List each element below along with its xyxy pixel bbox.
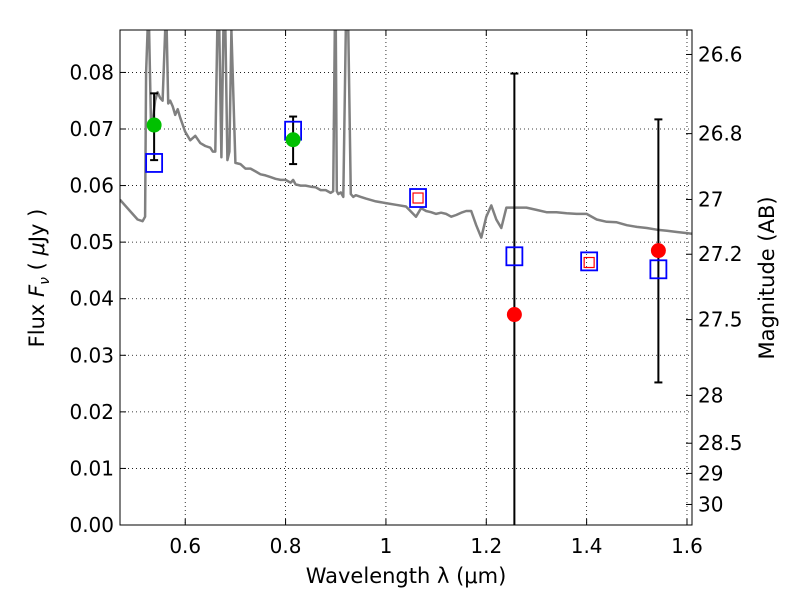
y-tick-label: 0.04 bbox=[69, 287, 114, 311]
mag-tick-label: 30 bbox=[698, 492, 723, 516]
y-axis-label-left: Flux Fν ( μJy ) bbox=[25, 209, 53, 348]
blue-square-marker bbox=[649, 259, 668, 280]
mag-tick-label: 27.5 bbox=[698, 308, 743, 332]
mag-tick-label: 29 bbox=[698, 461, 723, 485]
grid bbox=[120, 30, 692, 526]
x-tick-label: 0.6 bbox=[169, 534, 201, 558]
blue-square-marker bbox=[580, 251, 599, 272]
x-tick-label: 1 bbox=[380, 534, 393, 558]
red-point bbox=[650, 243, 666, 259]
markers-layer bbox=[145, 117, 668, 323]
red-square-marker bbox=[583, 256, 595, 269]
y-tick-label: 0.08 bbox=[69, 60, 114, 84]
y-tick-label: 0.07 bbox=[69, 117, 114, 141]
sed-model-layer bbox=[120, 30, 692, 239]
red-square-marker bbox=[412, 192, 424, 204]
ticks-layer bbox=[120, 30, 692, 526]
green-point bbox=[285, 132, 301, 148]
y-tick-label: 0.01 bbox=[69, 456, 114, 480]
x-tick-label: 1.6 bbox=[671, 534, 703, 558]
blue-square-marker bbox=[145, 153, 164, 173]
x-tick-label: 1.4 bbox=[571, 534, 603, 558]
mag-tick-label: 27 bbox=[698, 187, 723, 211]
y-axis-label-right: Magnitude (AB) bbox=[755, 196, 779, 359]
green-point bbox=[146, 117, 162, 133]
mag-tick-label: 27.2 bbox=[698, 242, 743, 266]
red-point bbox=[506, 307, 522, 323]
x-axis-label: Wavelength λ (μm) bbox=[306, 564, 507, 588]
y-tick-label: 0.00 bbox=[69, 513, 114, 537]
y-tick-label: 0.06 bbox=[69, 174, 114, 198]
y-tick-label: 0.03 bbox=[69, 343, 114, 367]
tick-labels-layer: 0.6 0.8 1 1.2 1.4 1.6 0.00 0.01 0.02 0.03 0.04 0.05… bbox=[69, 42, 742, 558]
mag-tick-label: 26.8 bbox=[698, 122, 743, 146]
plot-frame bbox=[119, 29, 693, 526]
x-tick-label: 1.2 bbox=[470, 534, 502, 558]
mag-tick-label: 28 bbox=[698, 383, 723, 407]
x-tick-label: 0.8 bbox=[270, 534, 302, 558]
sed-model-line bbox=[120, 30, 692, 239]
y-tick-label: 0.05 bbox=[69, 230, 114, 254]
blue-square-marker bbox=[505, 246, 524, 267]
mag-tick-label: 26.6 bbox=[698, 42, 743, 66]
mag-tick-label: 28.5 bbox=[698, 431, 743, 455]
y-tick-label: 0.02 bbox=[69, 400, 114, 424]
blue-square-marker bbox=[409, 188, 427, 208]
